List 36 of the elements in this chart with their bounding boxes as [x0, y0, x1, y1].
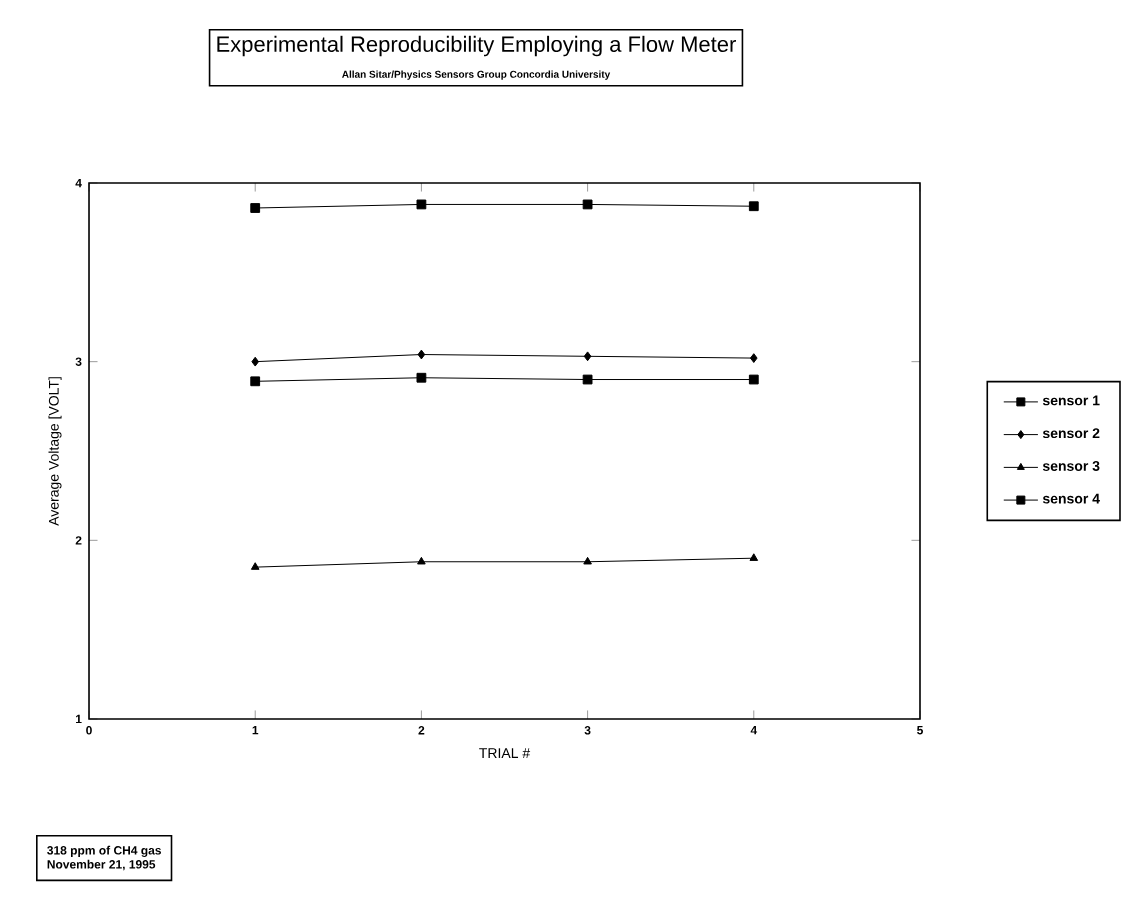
- point: [416, 199, 427, 210]
- point: [250, 203, 261, 213]
- y-axis-title: Average Voltage [VOLT]: [48, 377, 62, 526]
- chart-subtitle: Allan Sitar/Physics Sensors Group Concordia University: [342, 70, 611, 80]
- legend-label: sensor 4: [1042, 493, 1100, 504]
- x-tick-label: 2: [418, 726, 425, 735]
- point: [582, 199, 593, 210]
- legend-label: sensor 3: [1042, 461, 1100, 471]
- x-tick-label: 1: [252, 726, 259, 735]
- legend-label: sensor 2: [1042, 428, 1100, 439]
- point: [748, 374, 759, 385]
- x-tick-label: 4: [750, 726, 758, 735]
- point: [582, 374, 593, 385]
- point: [583, 556, 592, 565]
- point: [417, 349, 426, 360]
- point: [251, 356, 260, 367]
- y-tick-label: 1: [76, 714, 82, 724]
- x-tick-label: 3: [584, 726, 591, 735]
- point: [749, 553, 759, 561]
- x-tick-label: 0: [86, 726, 92, 735]
- text: November 21, 1995: [47, 859, 156, 871]
- point: [417, 556, 426, 565]
- text: 318 ppm of CH4 gas: [47, 845, 161, 858]
- y-tick-label: 2: [75, 536, 82, 545]
- point: [583, 351, 592, 362]
- chart-title: Experimental Reproducibility Employing a Flow Meter: [217, 35, 736, 57]
- point: [750, 353, 758, 363]
- x-tick-label: 5: [917, 726, 923, 735]
- legend-label: sensor 1: [1042, 395, 1100, 406]
- x-axis-title: TRIAL #: [479, 748, 531, 758]
- y-tick-label: 4: [75, 178, 82, 188]
- point: [250, 562, 260, 570]
- point: [748, 201, 759, 212]
- y-tick-label: 3: [75, 357, 82, 366]
- point: [416, 372, 427, 383]
- point: [250, 376, 261, 387]
